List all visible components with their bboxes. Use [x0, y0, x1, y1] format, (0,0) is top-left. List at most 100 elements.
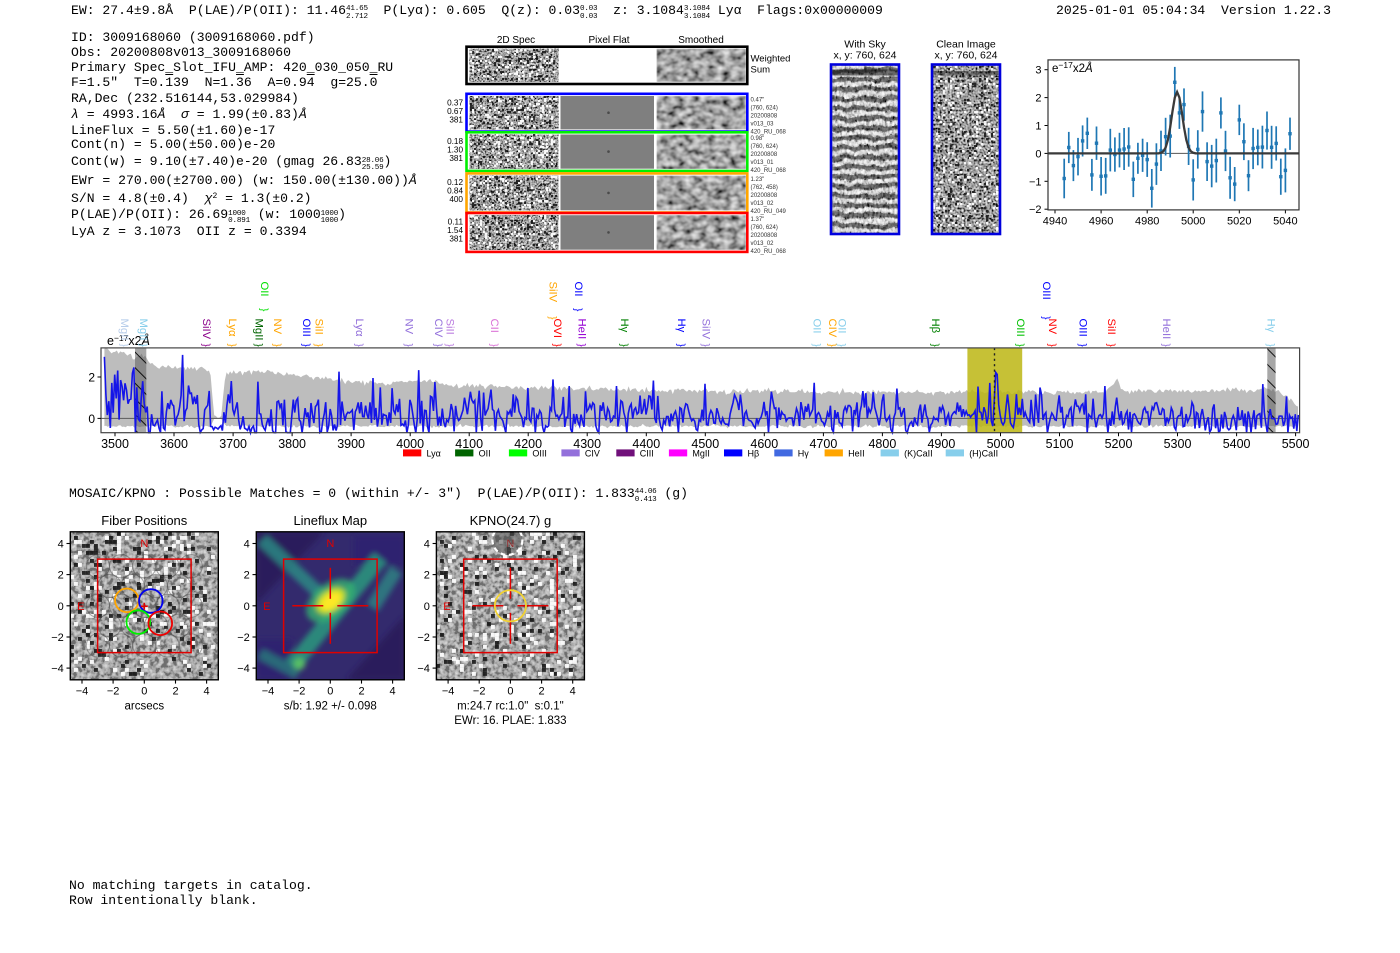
- svg-text:0.98": 0.98": [751, 136, 765, 142]
- svg-text:}: }: [675, 344, 686, 348]
- svg-text:Clean Image: Clean Image: [936, 39, 996, 51]
- svg-text:5500: 5500: [1282, 437, 1310, 451]
- svg-text:2: 2: [358, 685, 364, 697]
- svg-text:2: 2: [539, 685, 545, 697]
- svg-text:1.37": 1.37": [751, 217, 765, 223]
- svg-text:0.11: 0.11: [448, 218, 464, 227]
- svg-text:4300: 4300: [573, 437, 601, 451]
- svg-text:N: N: [140, 538, 148, 550]
- svg-text:MgII: MgII: [253, 319, 265, 341]
- svg-text:1.23": 1.23": [751, 177, 765, 183]
- svg-text:4600: 4600: [750, 437, 778, 451]
- svg-text:4000: 4000: [396, 437, 424, 451]
- svg-text:4: 4: [244, 539, 250, 551]
- svg-text:4700: 4700: [809, 437, 837, 451]
- svg-text:}: }: [403, 344, 414, 348]
- svg-text:4100: 4100: [455, 437, 483, 451]
- svg-text:3500: 3500: [101, 437, 129, 451]
- svg-text:5020: 5020: [1227, 215, 1251, 227]
- svg-text:1.54: 1.54: [447, 226, 463, 235]
- svg-text:Hγ: Hγ: [618, 319, 630, 333]
- svg-text:}: }: [300, 344, 311, 348]
- svg-text:0: 0: [88, 412, 95, 426]
- svg-text:OII: OII: [479, 449, 491, 459]
- svg-text:v013_02: v013_02: [751, 201, 775, 207]
- svg-text:5000: 5000: [987, 437, 1015, 451]
- svg-text:5300: 5300: [1164, 437, 1192, 451]
- svg-text:0.37: 0.37: [447, 98, 463, 107]
- svg-text:20200808: 20200808: [751, 233, 778, 239]
- svg-text:OIII: OIII: [1014, 319, 1026, 337]
- svg-text:0: 0: [507, 685, 513, 697]
- svg-text:3700: 3700: [219, 437, 247, 451]
- svg-text:s/b: 1.92 +/- 0.098: s/b: 1.92 +/- 0.098: [284, 701, 377, 713]
- svg-text:E: E: [443, 601, 450, 613]
- svg-text:HeII: HeII: [1160, 319, 1172, 340]
- svg-text:0.67: 0.67: [447, 107, 463, 116]
- svg-text:E: E: [263, 601, 270, 613]
- svg-text:OVI: OVI: [551, 319, 563, 338]
- svg-text:4500: 4500: [691, 437, 719, 451]
- svg-text:Lyα: Lyα: [427, 449, 441, 459]
- svg-text:−2: −2: [1029, 204, 1042, 216]
- svg-text:x, y: 760, 624: x, y: 760, 624: [833, 50, 896, 62]
- svg-text:Lineflux Map: Lineflux Map: [293, 513, 367, 528]
- svg-text:}: }: [1160, 344, 1171, 348]
- svg-text:381: 381: [449, 235, 463, 244]
- svg-text:E: E: [77, 601, 84, 613]
- svg-text:e−17x2Å: e−17x2Å: [1052, 60, 1093, 75]
- svg-text:}: }: [551, 344, 562, 348]
- svg-text:With Sky: With Sky: [844, 39, 886, 51]
- svg-text:Lyα: Lyα: [353, 319, 365, 338]
- svg-text:CIV: CIV: [826, 319, 838, 338]
- svg-text:−2: −2: [293, 685, 306, 697]
- svg-text:−2: −2: [417, 632, 430, 644]
- svg-text:0.47": 0.47": [751, 98, 765, 104]
- svg-text:−1: −1: [1029, 176, 1042, 188]
- svg-text:−2: −2: [51, 632, 64, 644]
- svg-text:NV: NV: [1046, 319, 1058, 335]
- svg-text:1.30: 1.30: [447, 145, 463, 154]
- svg-text:4940: 4940: [1043, 215, 1067, 227]
- svg-text:}: }: [253, 344, 264, 348]
- svg-text:Fiber Positions: Fiber Positions: [101, 513, 187, 528]
- svg-text:−4: −4: [417, 663, 430, 675]
- svg-text:}: }: [313, 344, 324, 348]
- svg-text:4980: 4980: [1135, 215, 1159, 227]
- svg-text:N: N: [326, 538, 334, 550]
- svg-text:−4: −4: [262, 685, 275, 697]
- svg-text:−2: −2: [107, 685, 120, 697]
- svg-text:}: }: [200, 344, 211, 348]
- svg-text:420_RU_068: 420_RU_068: [751, 130, 787, 136]
- svg-text:Hβ: Hβ: [748, 449, 760, 459]
- svg-text:5000: 5000: [1181, 215, 1205, 227]
- svg-text:m:24.7 rc:1.0" s:0.1": m:24.7 rc:1.0" s:0.1": [457, 701, 564, 713]
- svg-text:HeII: HeII: [576, 319, 588, 340]
- svg-text:OII: OII: [836, 319, 848, 334]
- svg-text:MgII: MgII: [137, 319, 149, 341]
- svg-text:}: }: [118, 344, 129, 348]
- svg-text:2: 2: [1035, 93, 1041, 105]
- svg-text:}: }: [547, 316, 558, 320]
- svg-text:SiIV: SiIV: [700, 319, 712, 340]
- svg-text:KPNO(24.7) g: KPNO(24.7) g: [470, 513, 552, 528]
- svg-text:(760, 624): (760, 624): [751, 144, 778, 150]
- svg-text:OII: OII: [572, 282, 584, 297]
- svg-text:0.84: 0.84: [447, 187, 463, 196]
- svg-text:}: }: [576, 344, 587, 348]
- svg-text:MgII: MgII: [692, 449, 710, 459]
- svg-text:4200: 4200: [514, 437, 542, 451]
- svg-text:}: }: [1105, 344, 1116, 348]
- svg-text:}: }: [1077, 344, 1088, 348]
- svg-text:2: 2: [424, 570, 430, 582]
- svg-text:SiIV: SiIV: [200, 319, 212, 340]
- svg-text:CII: CII: [488, 319, 500, 333]
- svg-text:}: }: [826, 344, 837, 348]
- svg-text:2: 2: [88, 371, 95, 385]
- svg-text:0: 0: [424, 601, 430, 613]
- svg-text:4960: 4960: [1089, 215, 1113, 227]
- svg-text:−4: −4: [442, 685, 455, 697]
- svg-text:NV: NV: [403, 319, 415, 335]
- svg-text:SiII: SiII: [1105, 319, 1117, 335]
- svg-text:420_RU_068: 420_RU_068: [751, 249, 787, 255]
